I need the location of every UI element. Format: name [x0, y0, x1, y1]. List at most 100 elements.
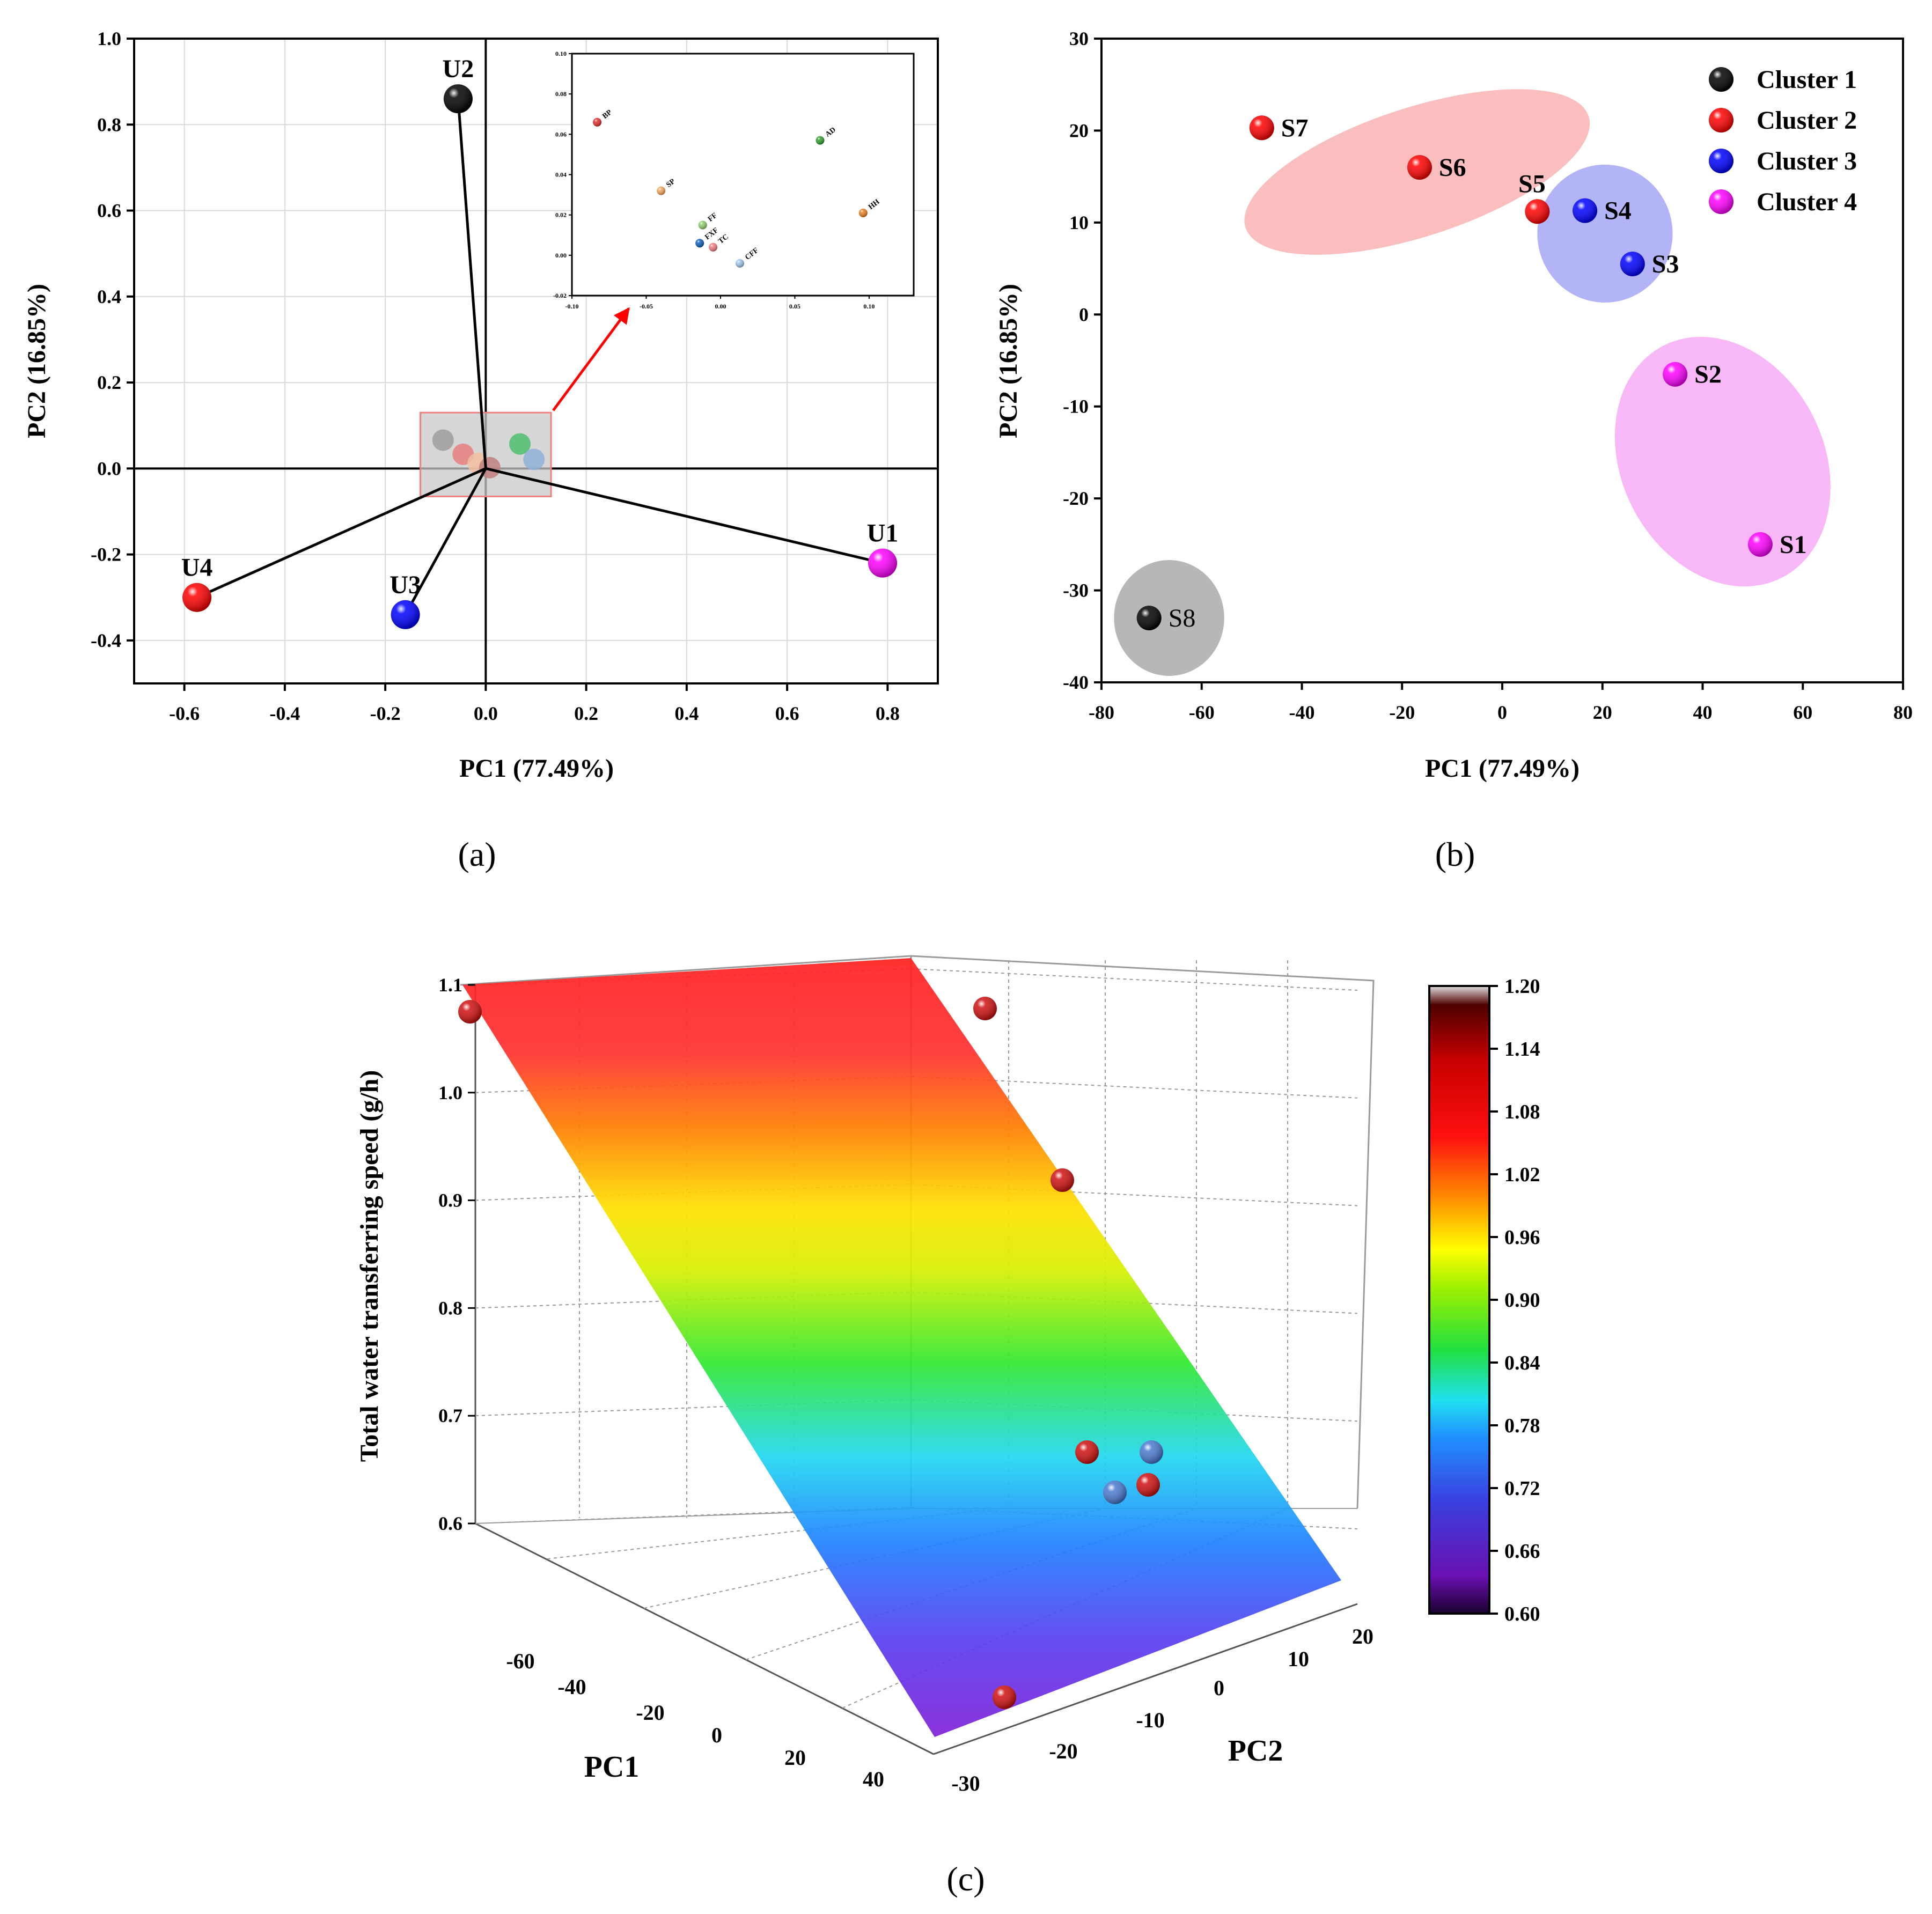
vector-label-u4: U4 — [181, 554, 213, 582]
loading-xtick-label: 0.8 — [876, 703, 900, 724]
surface-ztick-label: 0.8 — [438, 1297, 462, 1319]
score-label-s2: S2 — [1694, 360, 1722, 389]
score-point-s6-shade — [1407, 155, 1432, 180]
surface-xtick-label: 0 — [711, 1723, 722, 1747]
score-point-s5-shade — [1525, 199, 1550, 224]
score-point-s3-shade — [1620, 252, 1645, 276]
colorbar-tick-label: 1.02 — [1504, 1164, 1540, 1186]
surface-xtick-label: -60 — [506, 1649, 534, 1673]
observed-point-2 — [1051, 1168, 1074, 1192]
zoom-arrow — [552, 307, 630, 411]
inset-ytick-label: 0.00 — [555, 252, 567, 259]
loading-ytick-label: 0.2 — [97, 372, 121, 393]
inset-ytick-label: 0.08 — [555, 90, 567, 98]
observed-point-5 — [1103, 1481, 1127, 1504]
surface-ztick-label: 0.9 — [438, 1190, 462, 1211]
colorbar-tick-label: 0.78 — [1504, 1415, 1540, 1437]
score-xtick-label: 20 — [1593, 702, 1612, 723]
vector-line-u1 — [485, 467, 883, 565]
score-ytick-label: -20 — [1063, 488, 1089, 509]
score-point-s7 — [1249, 115, 1274, 141]
inset-point-tc-shade — [709, 242, 718, 252]
surface-axis-ticks: 0.6 0.7 0.8 0.9 1.0 1.1 -60 -40 -20 0 20 40 -30 -20 -1… — [438, 974, 1373, 1795]
observed-point-0 — [458, 1000, 482, 1024]
colorbar-tick-label: 0.66 — [1504, 1540, 1540, 1563]
observed-point-1-shade — [973, 997, 997, 1020]
score-ytick-label: 20 — [1069, 120, 1089, 141]
legend-marker-3 — [1709, 149, 1733, 173]
score-label-s5: S5 — [1518, 170, 1546, 198]
score-xtick-label: 80 — [1893, 702, 1913, 723]
surface-ytick-label: 10 — [1288, 1647, 1309, 1671]
panel-b-label: (b) — [1435, 835, 1475, 873]
score-point-s1 — [1747, 532, 1773, 557]
inset-xtick-label: -0.10 — [565, 303, 579, 310]
inset-point-ad-shade — [816, 136, 825, 145]
score-xtick-label: 0 — [1497, 702, 1507, 723]
score-label-s8: S8 — [1169, 604, 1196, 632]
inset-point-bp-shade — [593, 117, 602, 127]
score-xtick-label: -40 — [1289, 702, 1315, 723]
inset-ytick-label: 0.10 — [555, 50, 567, 57]
vector-marker-u1-shade — [868, 548, 898, 578]
surface-ytick-label: 0 — [1214, 1676, 1224, 1700]
vector-marker-u2-shade — [443, 84, 473, 114]
score-plot-points: S1 S2 S3 S4 S5 S6 S7 S8 — [1136, 114, 1807, 632]
legend-marker-4-shade — [1709, 189, 1733, 214]
loading-ytick-label: 0.0 — [97, 458, 121, 479]
pca-loading-plot: -0.6 -0.4 -0.2 0.0 0.2 0.4 0.6 0.8 -0.4 -0.2 0.0 0.… — [23, 28, 939, 873]
inset-point-sp — [657, 186, 666, 195]
observed-point-1 — [973, 997, 997, 1020]
loading-xtick-label: 0.6 — [775, 703, 799, 724]
inset-ytick-label: 0.02 — [555, 211, 567, 219]
legend-marker-1-shade — [1709, 67, 1733, 92]
faint-point-0 — [432, 429, 454, 451]
score-xtick-label: 40 — [1693, 702, 1713, 723]
vector-line-u2 — [457, 99, 487, 469]
score-plot-legend: Cluster 1 Cluster 2 Cluster 3 Cluster 4 — [1709, 65, 1857, 216]
score-label-s4: S4 — [1604, 197, 1632, 225]
score-point-s4 — [1573, 198, 1598, 223]
inset-point-hh — [858, 208, 868, 217]
loading-xtick-label: -0.2 — [370, 703, 401, 724]
inset-ytick-label: -0.02 — [553, 292, 567, 299]
box-floor-grid — [745, 1508, 1197, 1660]
panel-c-label: (c) — [946, 1860, 985, 1898]
score-point-s2-shade — [1663, 362, 1688, 387]
score-point-s5 — [1525, 199, 1550, 224]
score-point-s4-shade — [1573, 198, 1598, 223]
legend-label-4: Cluster 4 — [1757, 188, 1857, 216]
loading-ytick-label: 1.0 — [97, 28, 121, 49]
legend-marker-4 — [1709, 189, 1733, 214]
legend-marker-2-shade — [1709, 108, 1733, 132]
surface-observed-points — [458, 997, 1163, 1709]
vector-line-u4 — [196, 467, 487, 599]
vector-marker-u2 — [443, 84, 473, 114]
loading-ytick-label: 0.6 — [97, 200, 121, 222]
loading-ytick-label: -0.2 — [91, 544, 121, 565]
observed-point-0-shade — [458, 1000, 482, 1024]
inset-point-fxf — [695, 239, 704, 248]
score-xtick-label: 60 — [1793, 702, 1812, 723]
score-plot-ylabel: PC2 (16.85%) — [994, 284, 1023, 438]
surface-ytick-label: -20 — [1049, 1739, 1077, 1763]
inset-ytick-label: 0.06 — [555, 130, 567, 138]
score-label-s3: S3 — [1652, 250, 1679, 278]
vector-label-u3: U3 — [390, 571, 421, 599]
score-point-s8 — [1136, 606, 1162, 630]
box-floor-front-left — [475, 1522, 934, 1755]
score-label-s1: S1 — [1780, 531, 1807, 559]
surface-ztick-label: 0.7 — [438, 1405, 462, 1426]
inset-xtick-label: 0.10 — [863, 303, 875, 310]
score-xtick-label: -20 — [1389, 702, 1415, 723]
inset-frame — [571, 53, 915, 297]
loading-xtick-label: -0.6 — [169, 703, 200, 724]
loading-plot-ylabel: PC2 (16.85%) — [23, 284, 51, 438]
colorbar-tick-label: 1.14 — [1504, 1038, 1540, 1061]
score-point-s8-shade — [1136, 606, 1162, 630]
loading-plot-xlabel: PC1 (77.49%) — [459, 754, 614, 783]
colorbar-tick-label: 0.90 — [1504, 1289, 1540, 1312]
colorbar-tick-label: 1.20 — [1504, 975, 1540, 998]
surface-plane — [462, 958, 1341, 1737]
score-xtick-label: -60 — [1189, 702, 1215, 723]
